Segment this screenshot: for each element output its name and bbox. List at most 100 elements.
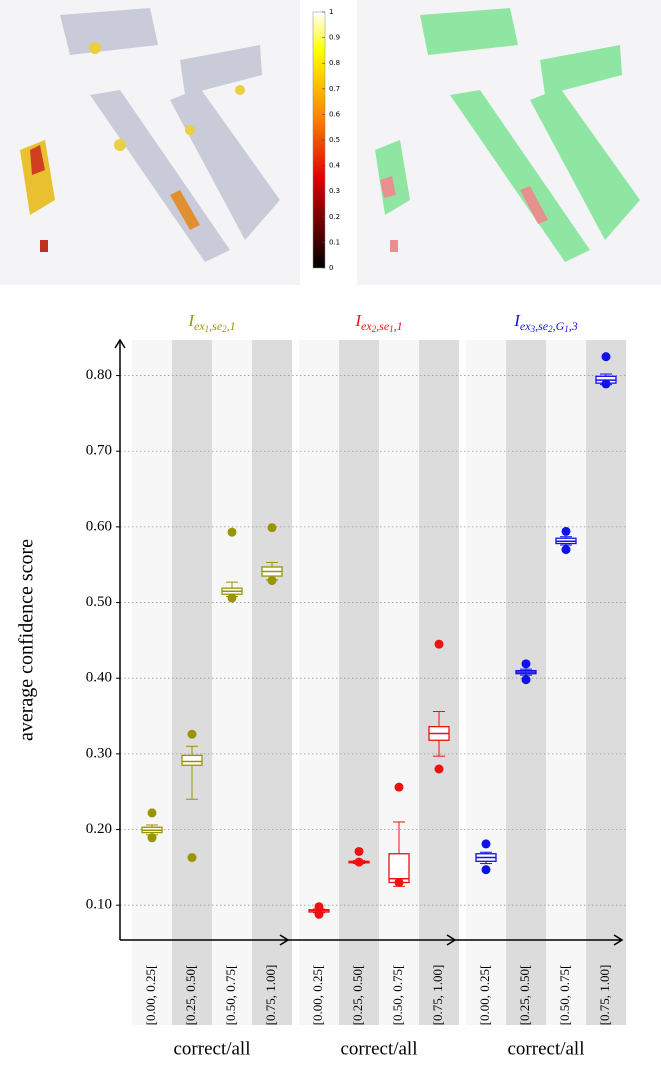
title-part: ex — [194, 319, 205, 333]
band — [466, 340, 506, 1025]
outlier — [394, 877, 404, 887]
colorbar-tick-label: 0.3 — [329, 187, 340, 195]
title-part: 2 — [372, 324, 377, 334]
y-tick-label: 0.60 — [86, 518, 112, 534]
outlier — [481, 839, 491, 849]
band — [586, 340, 626, 1025]
colorbar-tick-label: 0.8 — [329, 59, 340, 67]
x-tick-label: [0.00, 0.25[ — [143, 965, 158, 1026]
y-tick-label: 0.10 — [86, 897, 112, 913]
title-part: 2 — [548, 324, 553, 334]
y-arrow — [114, 338, 126, 349]
x-tick-label: [0.25, 0.50[ — [183, 965, 198, 1026]
y-tick-label: 0.20 — [86, 821, 112, 837]
outlier — [434, 639, 444, 649]
x-axis-label: correct/all — [507, 1038, 584, 1059]
colorbar-ticks: 0 0.1 0.2 0.3 0.4 0.5 0.6 0.7 0.8 0.9 1 — [322, 8, 341, 272]
outlier — [187, 729, 197, 739]
panel-title: Iex1,se2,1 — [187, 311, 235, 334]
title-part: 1 — [205, 324, 210, 334]
outlier — [314, 909, 324, 919]
title-part: 1 — [564, 324, 569, 334]
title-part: 1 — [389, 324, 394, 334]
outlier — [267, 523, 277, 533]
outlier — [314, 902, 324, 912]
band — [546, 340, 586, 1025]
y-axis-label: average confidence score — [16, 539, 38, 741]
band — [252, 340, 292, 1025]
x-tick-label: [0.25, 0.50[ — [517, 965, 532, 1026]
band — [212, 340, 252, 1025]
x-tick-label: [0.75, 1.00] — [263, 965, 278, 1026]
outlier — [561, 526, 571, 536]
outlier — [227, 593, 237, 603]
x-tick-label: [0.75, 1.00] — [430, 965, 445, 1026]
outlier — [354, 857, 364, 867]
title-part: ,1 — [394, 319, 403, 333]
title-part: ,G — [553, 319, 565, 333]
title-part: ,se — [376, 319, 390, 333]
x-arrow — [613, 934, 624, 946]
band — [299, 340, 339, 1025]
heatmap-image — [0, 0, 300, 285]
x-tick-label: [0.50, 0.75[ — [390, 965, 405, 1026]
panel-title: Iex3,se2,G1,3 — [513, 311, 578, 334]
title-part: ex — [520, 319, 531, 333]
y-tick-label: 0.50 — [86, 594, 112, 610]
y-tick-label: 0.70 — [86, 443, 112, 459]
y-tick-label: 0.80 — [86, 367, 112, 383]
x-axis-label: correct/all — [340, 1038, 417, 1059]
band — [132, 340, 172, 1025]
box — [181, 754, 203, 766]
colorbar-tick-label: 0.5 — [329, 136, 340, 144]
colorbar-tick-label: 0 — [329, 264, 333, 272]
title-part: ,3 — [569, 319, 578, 333]
x-tick-label: [0.50, 0.75[ — [557, 965, 572, 1026]
outlier — [354, 846, 364, 856]
title-part: 2 — [222, 324, 227, 334]
outlier — [394, 782, 404, 792]
title-part: I — [187, 311, 195, 330]
colorbar-tick-label: 0.1 — [329, 238, 340, 246]
title-part: ,1 — [227, 319, 236, 333]
colorbar-tick-label: 0.6 — [329, 110, 341, 118]
colorbar-tick-label: 0.7 — [329, 85, 340, 93]
x-tick-label: [0.00, 0.25[ — [310, 965, 325, 1026]
colorbar-tick-label: 0.4 — [329, 162, 341, 170]
x-tick-label: [0.25, 0.50[ — [350, 965, 365, 1026]
y-tick-label: 0.40 — [86, 670, 112, 686]
box-plot: 0.10 0.20 0.30 0.40 0.50 0.60 0.70 0.80 average … — [16, 311, 626, 1059]
band — [379, 340, 419, 1025]
outlier — [267, 576, 277, 586]
outlier — [434, 764, 444, 774]
panel-title: Iex2,se1,1 — [354, 311, 402, 334]
x-axis-label: correct/all — [173, 1038, 250, 1059]
title-part: ,se — [209, 319, 223, 333]
outlier — [601, 379, 611, 389]
colorbar-tick-label: 1 — [329, 8, 333, 16]
x-tick-label: [0.00, 0.25[ — [477, 965, 492, 1026]
band — [419, 340, 459, 1025]
outlier — [521, 675, 531, 685]
colorbar-tick-label: 0.2 — [329, 213, 340, 221]
outlier — [227, 527, 237, 537]
outlier — [187, 853, 197, 863]
outlier — [481, 865, 491, 875]
outlier — [147, 808, 157, 818]
x-tick-label: [0.75, 1.00] — [597, 965, 612, 1026]
band — [172, 340, 212, 1025]
band — [339, 340, 379, 1025]
title-part: I — [354, 311, 362, 330]
outlier — [147, 833, 157, 843]
outlier — [521, 659, 531, 669]
title-part: ex — [361, 319, 372, 333]
title-part: I — [513, 311, 521, 330]
overlay-image — [357, 0, 661, 285]
outlier — [601, 352, 611, 362]
y-tick-label: 0.30 — [86, 745, 112, 761]
outlier — [561, 545, 571, 555]
x-tick-label: [0.50, 0.75[ — [223, 965, 238, 1026]
colorbar-tick-label: 0.9 — [329, 34, 340, 42]
title-part: 3 — [530, 324, 536, 334]
